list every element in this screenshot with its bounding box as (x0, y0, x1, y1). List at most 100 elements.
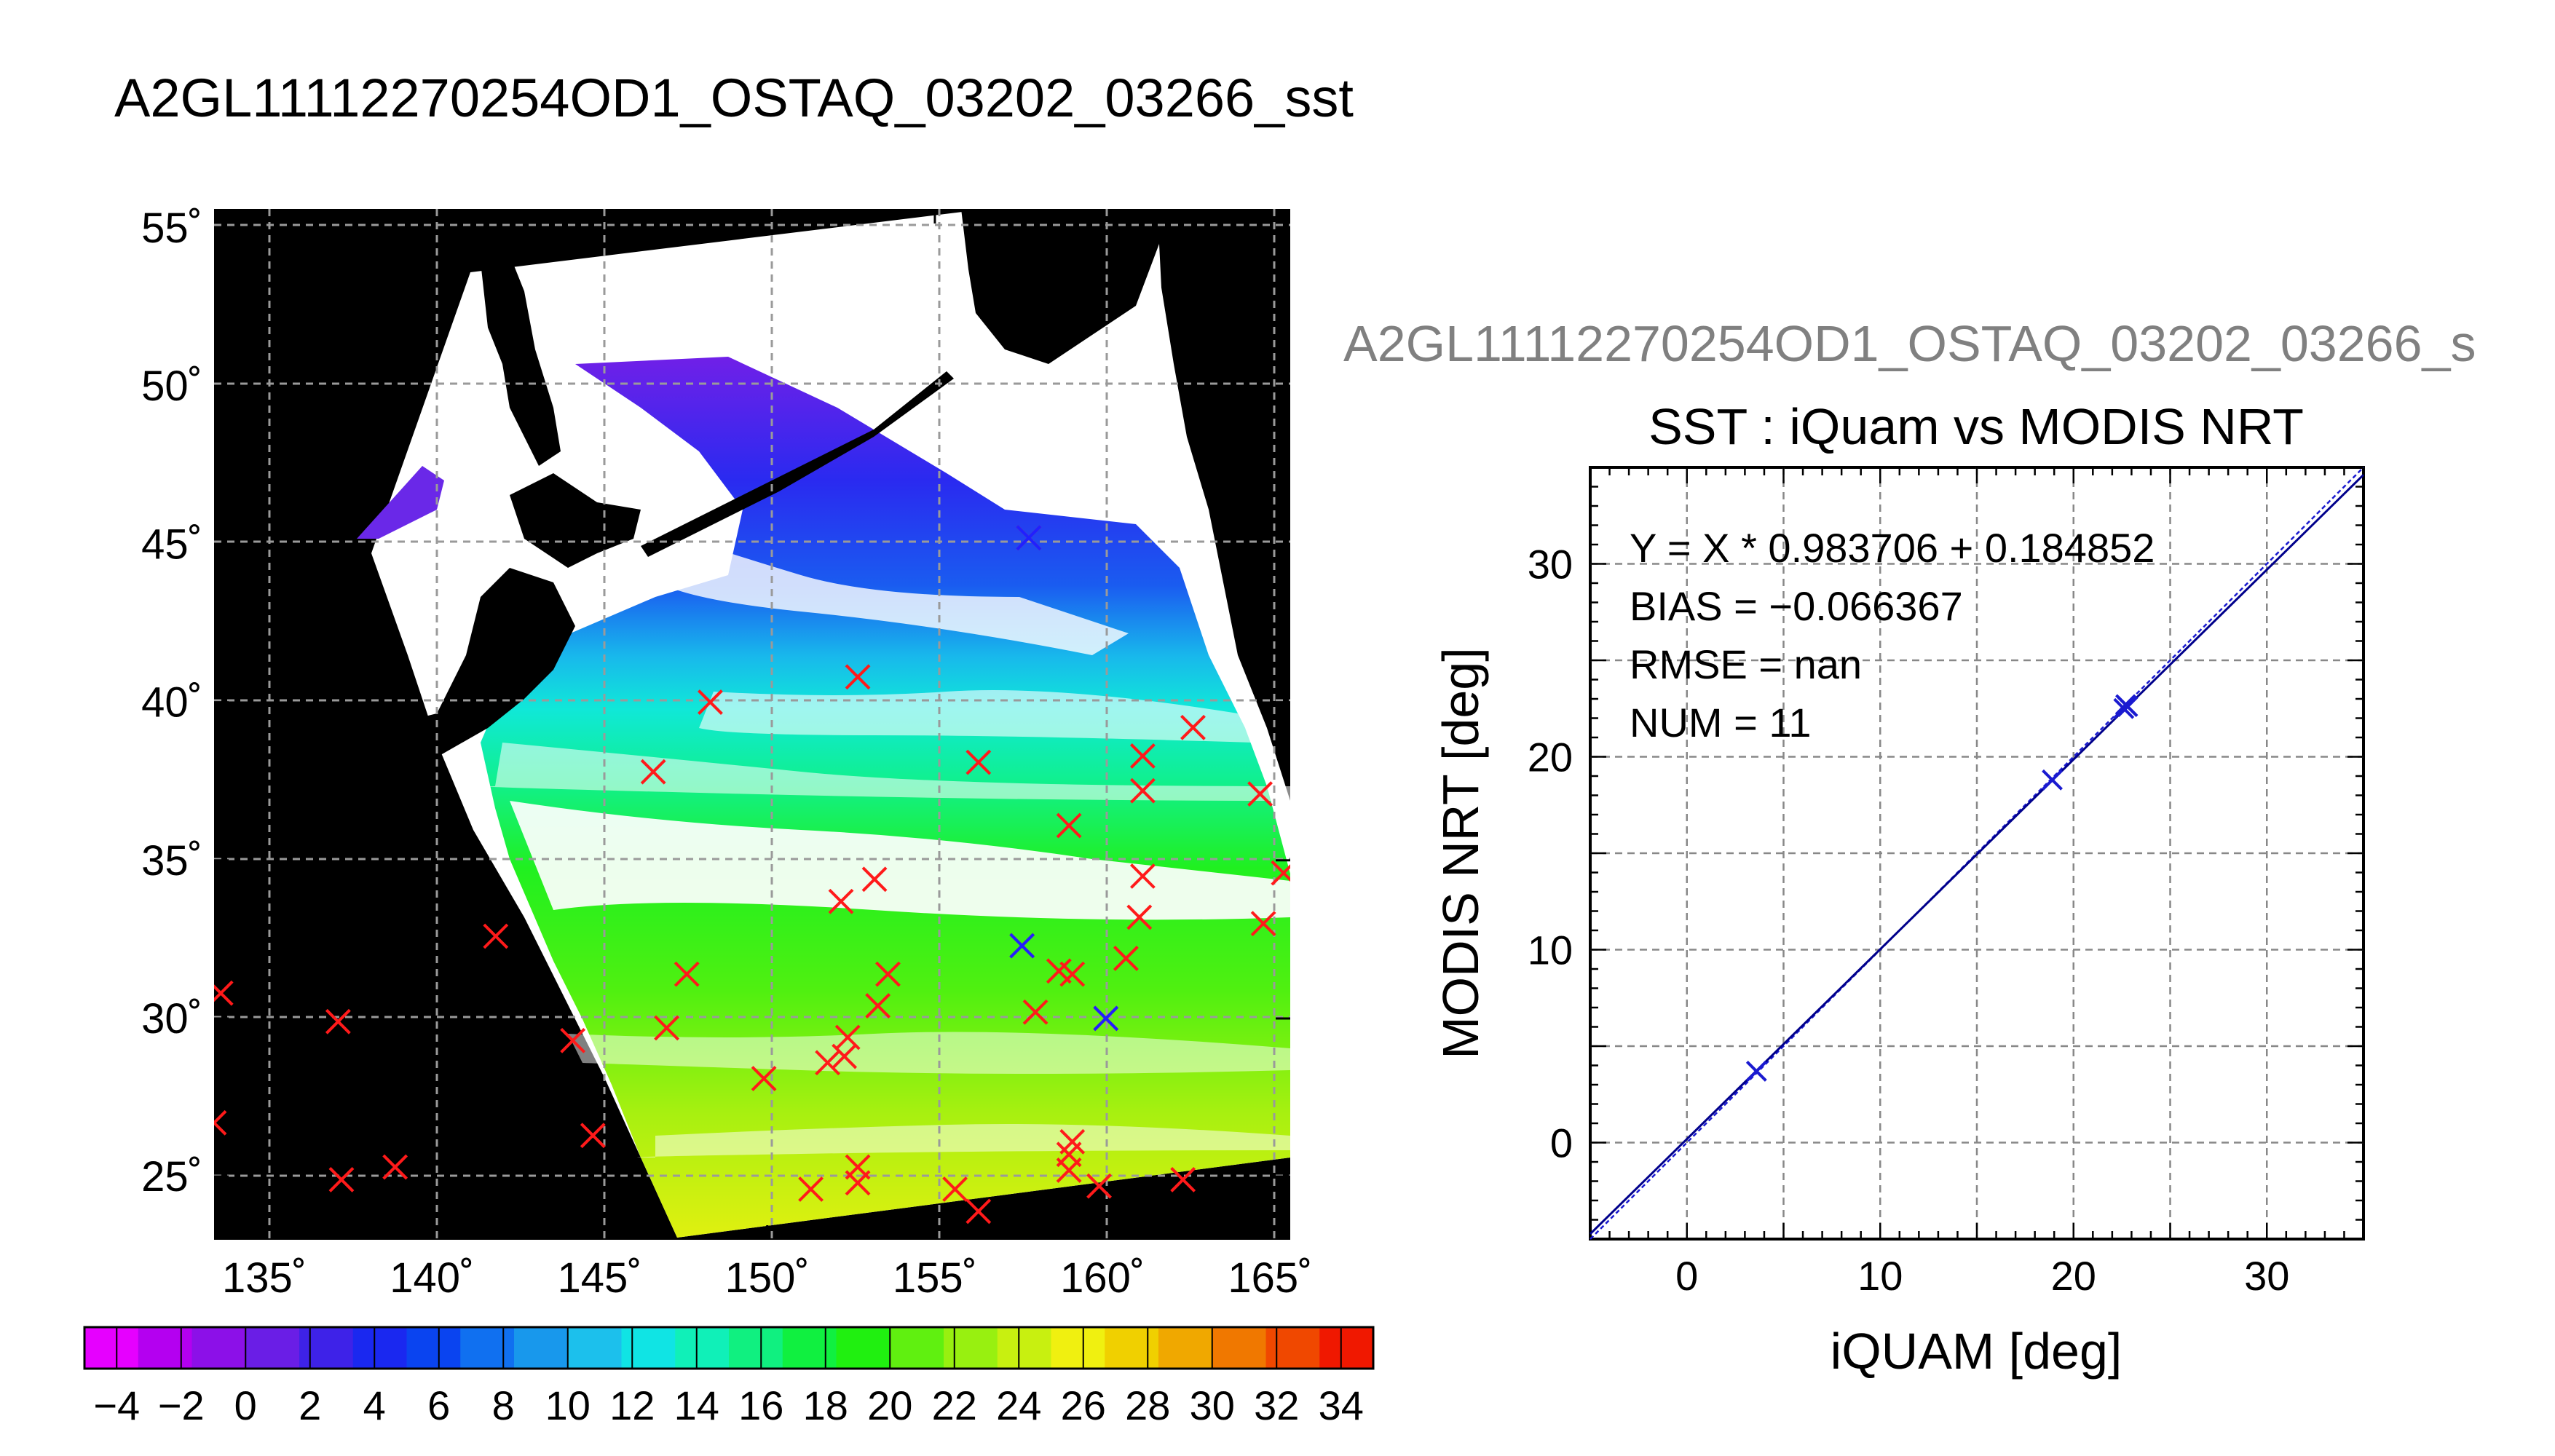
red-match-marker (942, 1176, 968, 1202)
colorbar-tick-label: 24 (996, 1382, 1041, 1428)
scatter-y-tick-label: 10 (1528, 927, 1573, 973)
colorbar-tick-label: 30 (1190, 1382, 1235, 1428)
match-markers (214, 525, 1290, 1224)
red-match-marker (834, 1024, 861, 1051)
colorbar-swatch (1319, 1327, 1374, 1369)
colorbar-swatch (729, 1327, 783, 1369)
red-match-marker (560, 1027, 586, 1053)
red-match-marker (1250, 911, 1276, 937)
x-axis-label: iQUAM [deg] (1831, 1323, 2122, 1380)
sst-west-patch (357, 466, 444, 539)
colorbar-tick-label: 34 (1319, 1382, 1364, 1428)
red-match-marker (1056, 812, 1082, 839)
colorbar-swatch (1105, 1327, 1159, 1369)
scatter-point (2042, 769, 2063, 791)
scatter-annotations: Y = X * 0.983706 + 0.184852 BIAS = −0.066… (1630, 525, 2155, 745)
colorbar-swatch (352, 1327, 407, 1369)
colorbar-tick-label: 26 (1061, 1382, 1106, 1428)
red-match-marker (1129, 863, 1156, 889)
map-x-tick-label: 140˚ (390, 1254, 474, 1302)
colorbar-swatch (514, 1327, 569, 1369)
colorbar-tick-label: 8 (492, 1382, 515, 1428)
red-match-marker (328, 1167, 355, 1192)
colorbar-swatch (299, 1327, 354, 1369)
colorbar-swatch (84, 1327, 139, 1369)
map-x-tick-label: 135˚ (222, 1254, 307, 1302)
colorbar-swatch (460, 1327, 515, 1369)
blue-match-marker (1093, 1005, 1119, 1032)
colorbar-swatch (138, 1327, 192, 1369)
scatter-y-tick-label: 0 (1550, 1120, 1573, 1166)
scatter-grid (1590, 467, 2364, 1239)
map-y-tick-label: 35˚ (141, 837, 202, 885)
colorbar-swatch (836, 1327, 891, 1369)
red-match-marker (875, 961, 901, 987)
colorbar-swatch (1051, 1327, 1105, 1369)
red-match-marker (1059, 961, 1086, 987)
red-match-marker (1247, 781, 1273, 807)
scatter-x-tick-label: 30 (2244, 1253, 2289, 1299)
map-x-tick-label: 160˚ (1060, 1254, 1145, 1302)
red-match-marker (798, 1176, 824, 1202)
map-y-tick-label: 50˚ (141, 363, 202, 410)
colorbar-tick-label: 2 (299, 1382, 321, 1428)
colorbar-swatch (1265, 1327, 1320, 1369)
colorbar-tick-label: 28 (1125, 1382, 1170, 1428)
red-match-marker (1126, 904, 1153, 930)
scatter-point (2117, 696, 2139, 718)
scatter-annotation: NUM = 11 (1630, 700, 1811, 745)
red-match-marker (828, 888, 854, 914)
land (214, 209, 1159, 786)
red-match-marker (640, 759, 666, 785)
sst-map-panel: 135˚ 140˚ 145˚ 150˚ 155˚ 160˚ 165˚ 25˚ 30˚ 35˚ 40˚… (141, 205, 1312, 1302)
map-y-tick-label: 25˚ (141, 1153, 202, 1200)
colorbar-frame (83, 1326, 1375, 1370)
scatter-y-tick-label: 30 (1528, 542, 1573, 587)
map-title: A2GL11112270254OD1_OSTAQ_03202_03266_sst (114, 68, 1354, 128)
red-match-marker (861, 866, 888, 893)
red-match-marker (483, 923, 509, 949)
colorbar-swatch (621, 1327, 676, 1369)
red-match-marker (751, 1066, 777, 1091)
red-match-marker (1086, 1173, 1112, 1199)
sst-field (481, 357, 1290, 1238)
map-x-tick-label: 150˚ (725, 1254, 810, 1302)
scatter-markers (1745, 694, 2139, 1082)
colorbar-tick-label: −2 (158, 1382, 205, 1428)
colorbar-tick-label: 14 (674, 1382, 719, 1428)
red-match-marker (965, 749, 992, 775)
colorbar-swatch (944, 1327, 998, 1369)
scatter-file-title: A2GL11112270254OD1_OSTAQ_03202_03266_s (1343, 315, 2476, 372)
scatter-minor-ticks (1589, 466, 2365, 1241)
red-match-marker (1180, 714, 1206, 740)
colorbar-swatch (890, 1327, 944, 1369)
map-y-tick-label: 40˚ (141, 679, 202, 727)
y-axis-label: MODIS NRT [deg] (1432, 647, 1489, 1059)
scatter-title: SST : iQuam vs MODIS NRT (1648, 398, 2304, 455)
map-y-tick-label: 45˚ (141, 521, 202, 568)
colorbar-swatch (675, 1327, 730, 1369)
red-match-marker (674, 961, 700, 987)
colorbar-tick-label: 20 (867, 1382, 912, 1428)
colorbar-tick-label: 0 (234, 1382, 257, 1428)
colorbar-swatch (191, 1327, 246, 1369)
colorbar-swatch (1212, 1327, 1266, 1369)
colorbar-tick-label: 4 (363, 1382, 386, 1428)
red-match-marker (1022, 999, 1049, 1025)
sst-colorbar: −4 −2 0 2 4 6 8 10 12 14 16 18 20 22 24 26 28 30 32 34 (83, 1326, 1375, 1428)
map-y-tick-label: 30˚ (141, 995, 202, 1042)
scatter-x-tick-label: 20 (2051, 1253, 2096, 1299)
colorbar-tick-label: 18 (803, 1382, 848, 1428)
red-match-marker (382, 1154, 408, 1180)
colorbar-swatch (245, 1327, 300, 1369)
scatter-panel: A2GL11112270254OD1_OSTAQ_03202_03266_s S… (1343, 315, 2476, 1380)
regression-lines (1589, 467, 2365, 1240)
scatter-annotation: Y = X * 0.983706 + 0.184852 (1630, 525, 2155, 571)
cloud-gaps (485, 524, 1290, 1158)
red-match-marker (845, 1170, 871, 1196)
red-match-marker (1059, 1128, 1086, 1155)
scatter-x-tick-label: 10 (1857, 1253, 1903, 1299)
scatter-tick-labels: 0 10 20 30 0 10 20 30 (1528, 542, 2290, 1299)
scatter-annotation: BIAS = −0.066367 (1630, 583, 1963, 629)
red-match-marker (214, 980, 234, 1006)
